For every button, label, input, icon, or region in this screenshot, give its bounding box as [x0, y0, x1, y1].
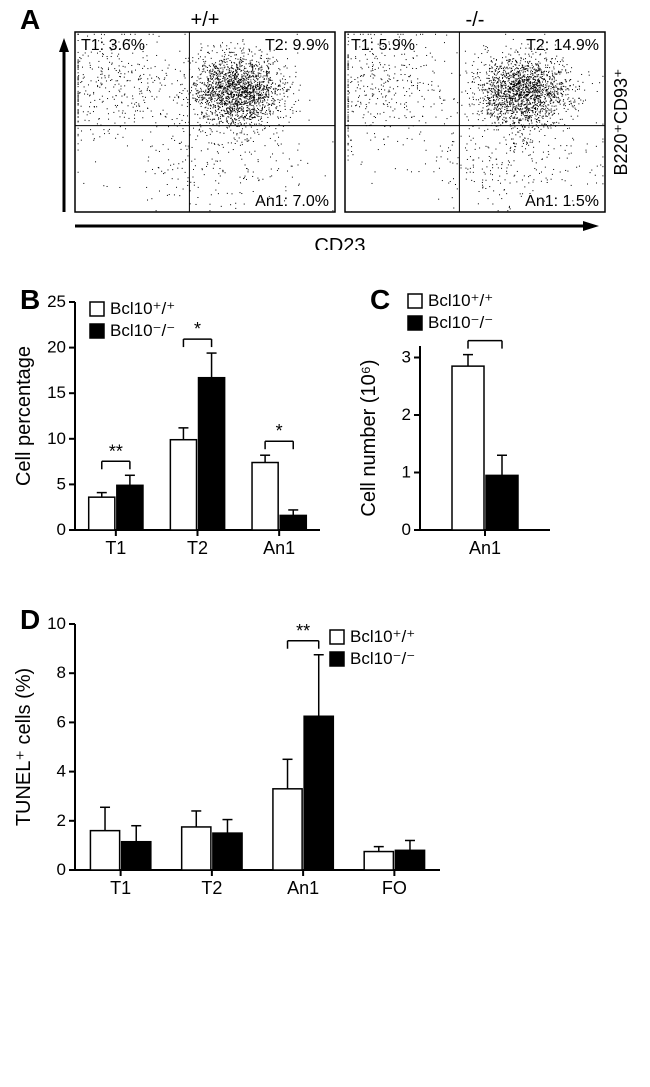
svg-text:An1: 1.5%: An1: 1.5% [525, 193, 599, 210]
svg-text:An1: 7.0%: An1: 7.0% [255, 193, 329, 210]
svg-text:T1: 3.6%: T1: 3.6% [81, 37, 145, 54]
svg-text:+/+: +/+ [191, 10, 220, 31]
panel-b-label: B [20, 284, 40, 316]
svg-text:T2: 9.9%: T2: 9.9% [265, 37, 329, 54]
panel-b: B 0510152025Cell percentageT1**T2*An1*Bc… [10, 290, 330, 570]
panel-a-label: A [20, 4, 40, 36]
panel-a-plots: IgM+/+T1: 3.6%T2: 9.9%An1: 7.0%-/-T1: 5.… [55, 10, 640, 250]
panel-c: C Bcl10⁺/⁺Bcl10⁻/⁻0123Cell number (10⁶)A… [360, 290, 560, 570]
panel-b-chart: 0510152025Cell percentageT1**T2*An1*Bcl1… [10, 290, 330, 570]
panel-d-chart: 0246810TUNEL⁺ cells (%)T1T2An1**FOBcl10⁺… [10, 610, 640, 910]
svg-text:-/-: -/- [466, 10, 485, 31]
panel-c-chart: Bcl10⁺/⁺Bcl10⁻/⁻0123Cell number (10⁶)An1… [360, 290, 560, 570]
row-bc: B 0510152025Cell percentageT1**T2*An1*Bc… [10, 290, 640, 570]
panel-c-label: C [370, 284, 390, 316]
panel-d-label: D [20, 604, 40, 636]
svg-text:T2: 14.9%: T2: 14.9% [526, 37, 599, 54]
panel-d: D 0246810TUNEL⁺ cells (%)T1T2An1**FOBcl1… [10, 610, 640, 910]
panel-a: A IgM+/+T1: 3.6%T2: 9.9%An1: 7.0%-/-T1: … [10, 10, 640, 250]
svg-text:T1: 5.9%: T1: 5.9% [351, 37, 415, 54]
